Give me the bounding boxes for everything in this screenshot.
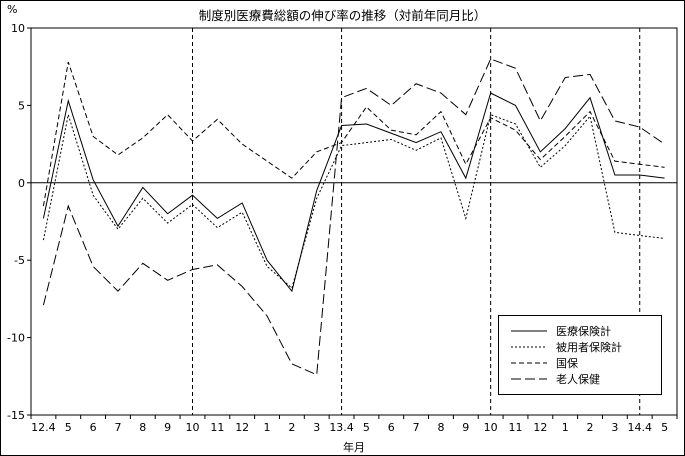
x-tick-label: 1	[562, 421, 569, 434]
chart-title: 制度別医療費総額の伸び率の推移（対前年同月比）	[198, 8, 487, 23]
legend-line-short-dash-icon	[511, 346, 547, 348]
x-tick-label: 5	[661, 421, 668, 434]
series-line-3	[42, 58, 665, 376]
x-tick-label: 8	[139, 421, 146, 434]
x-tick-label: 9	[462, 421, 469, 434]
y-tick-label: 10	[11, 22, 25, 35]
x-tick-label: 11	[509, 421, 523, 434]
series-line-0	[42, 92, 665, 293]
x-tick-label: 7	[413, 421, 420, 434]
legend-label: 医療保険計	[556, 325, 611, 338]
x-tick-label: 6	[388, 421, 395, 434]
x-tick-label: 14.4	[627, 421, 652, 434]
x-tick-label: 7	[114, 421, 121, 434]
x-tick-label: 6	[90, 421, 97, 434]
y-tick-label: -5	[14, 254, 25, 267]
x-tick-label: 5	[363, 421, 370, 434]
x-tick-label: 5	[65, 421, 72, 434]
y-tick-label: 5	[18, 99, 25, 112]
x-tick-label: 3	[611, 421, 618, 434]
x-tick-label: 1	[264, 421, 271, 434]
legend-line-solid-icon	[511, 330, 547, 332]
legend-item: 国保	[511, 355, 655, 371]
legend-line-dash-icon	[511, 362, 547, 364]
y-tick-label: 0	[18, 177, 25, 190]
x-tick-label: 2	[587, 421, 594, 434]
x-tick-label: 10	[186, 421, 200, 434]
x-tick-label: 12.4	[31, 421, 56, 434]
x-tick-label: 2	[288, 421, 295, 434]
y-tick-label: -10	[7, 332, 25, 345]
legend-label: 被用者保険計	[556, 341, 622, 354]
legend-label: 国保	[556, 357, 578, 370]
x-tick-label: 3	[313, 421, 320, 434]
legend-item: 医療保険計	[511, 323, 655, 339]
legend-label: 老人保健	[556, 373, 600, 386]
y-axis-unit-label: %	[7, 3, 18, 16]
series-line-1	[42, 114, 665, 289]
x-tick-label: 12	[235, 421, 249, 434]
x-tick-label: 11	[210, 421, 224, 434]
x-tick-label: 13.4	[329, 421, 354, 434]
x-tick-label: 8	[437, 421, 444, 434]
x-tick-label: 10	[484, 421, 498, 434]
y-tick-label: -15	[7, 409, 25, 422]
legend-item: 老人保健	[511, 371, 655, 387]
series-line-2	[42, 61, 665, 207]
x-tick-label: 12	[533, 421, 547, 434]
legend-line-long-dash-icon	[511, 378, 547, 380]
x-axis-title: 年月	[343, 441, 365, 454]
legend-item: 被用者保険計	[511, 339, 655, 355]
x-tick-label: 9	[164, 421, 171, 434]
legend: 医療保険計 被用者保険計 国保 老人保健	[498, 315, 662, 395]
